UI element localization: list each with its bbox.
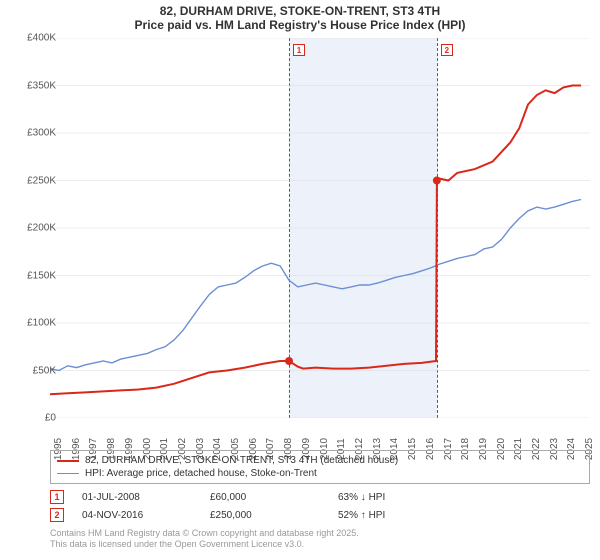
y-tick-label: £100K — [27, 318, 56, 329]
legend-swatch-1 — [57, 460, 79, 462]
y-tick-label: £350K — [27, 80, 56, 91]
y-tick-label: £250K — [27, 175, 56, 186]
legend-text-1: 82, DURHAM DRIVE, STOKE-ON-TRENT, ST3 4T… — [85, 455, 398, 466]
marker-box-1: 1 — [50, 490, 64, 504]
y-tick-label: £300K — [27, 128, 56, 139]
legend-swatch-2 — [57, 473, 79, 474]
legend: 82, DURHAM DRIVE, STOKE-ON-TRENT, ST3 4T… — [50, 450, 590, 484]
marker-date-2: 04-NOV-2016 — [82, 510, 192, 521]
marker-row-1: 1 01-JUL-2008 £60,000 63% ↓ HPI — [50, 488, 590, 506]
footer-line-2: This data is licensed under the Open Gov… — [50, 539, 590, 550]
sale-marker — [285, 357, 293, 365]
marker-delta-2: 52% ↑ HPI — [338, 510, 448, 521]
price-chart — [50, 38, 590, 418]
legend-item-2: HPI: Average price, detached house, Stok… — [57, 467, 583, 480]
marker-row-2: 2 04-NOV-2016 £250,000 52% ↑ HPI — [50, 506, 590, 524]
marker-table: 1 01-JUL-2008 £60,000 63% ↓ HPI 2 04-NOV… — [50, 488, 590, 524]
y-tick-label: £150K — [27, 270, 56, 281]
footer: Contains HM Land Registry data © Crown c… — [50, 528, 590, 551]
marker-date-1: 01-JUL-2008 — [82, 492, 192, 503]
marker-delta-1: 63% ↓ HPI — [338, 492, 448, 503]
legend-item-1: 82, DURHAM DRIVE, STOKE-ON-TRENT, ST3 4T… — [57, 454, 583, 467]
y-tick-label: £200K — [27, 223, 56, 234]
marker-price-2: £250,000 — [210, 510, 320, 521]
title-line-2: Price paid vs. HM Land Registry's House … — [0, 18, 600, 32]
sale-marker — [433, 177, 441, 185]
y-tick-label: £0 — [45, 413, 56, 424]
marker-price-1: £60,000 — [210, 492, 320, 503]
footer-line-1: Contains HM Land Registry data © Crown c… — [50, 528, 590, 539]
y-tick-label: £50K — [33, 365, 56, 376]
legend-text-2: HPI: Average price, detached house, Stok… — [85, 468, 317, 479]
y-tick-label: £400K — [27, 33, 56, 44]
title-line-1: 82, DURHAM DRIVE, STOKE-ON-TRENT, ST3 4T… — [0, 4, 600, 18]
marker-box-2: 2 — [50, 508, 64, 522]
series-hpi — [50, 200, 581, 371]
